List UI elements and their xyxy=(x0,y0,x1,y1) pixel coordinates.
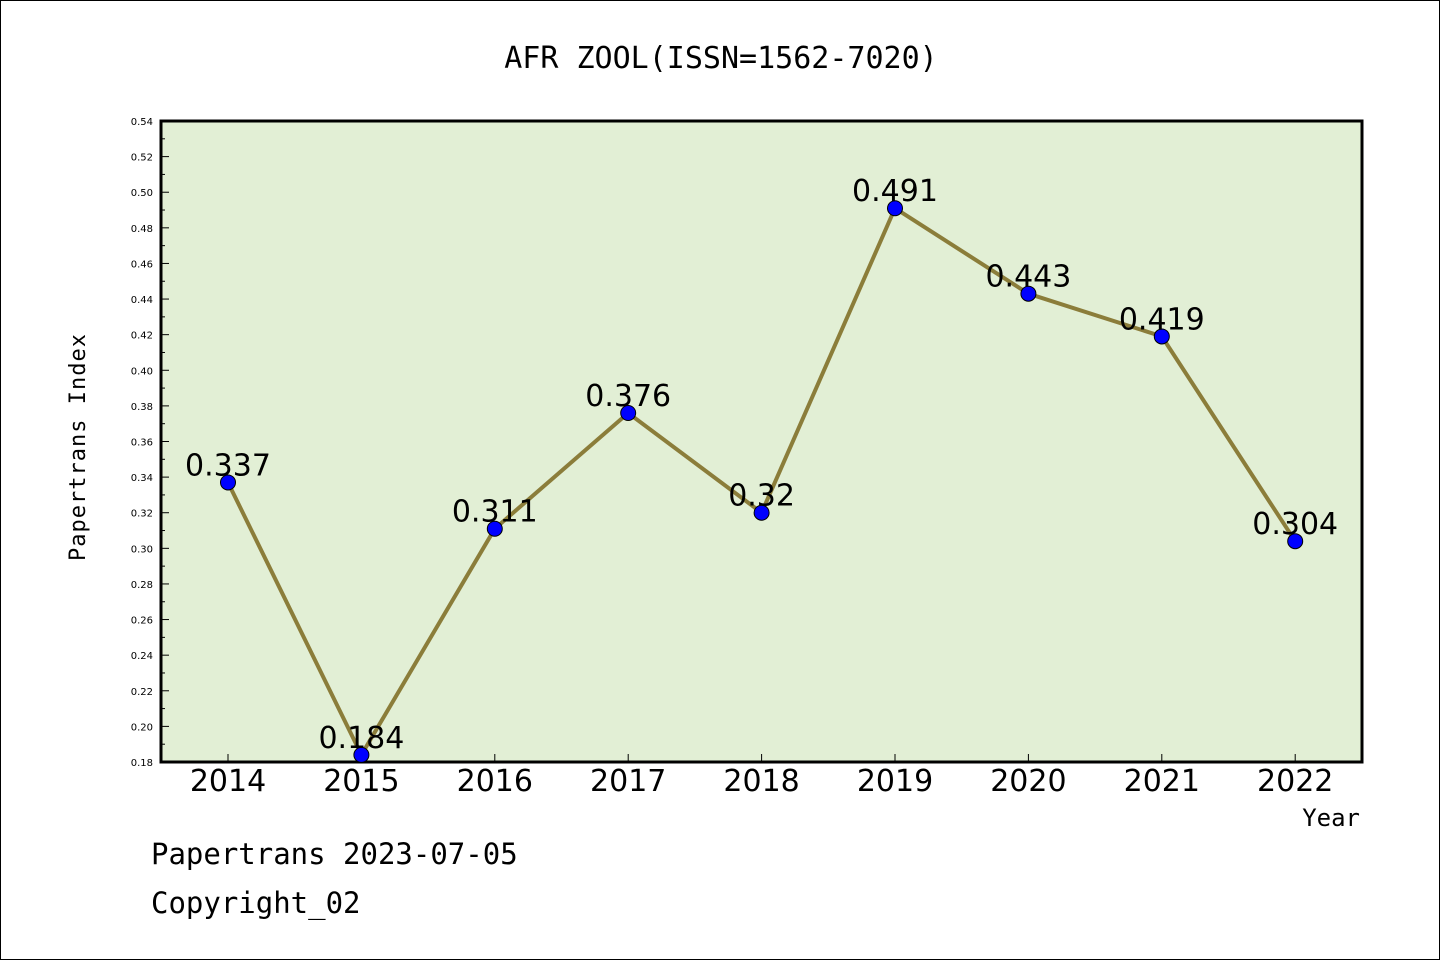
footer-copyright-text: Copyright_02 xyxy=(151,886,361,920)
data-point xyxy=(353,746,370,763)
y-tick-label: 0.40 xyxy=(131,366,153,377)
y-tick-label: 0.42 xyxy=(131,331,153,342)
data-label: 0.311 xyxy=(452,495,538,530)
data-label: 0.419 xyxy=(1119,302,1205,337)
y-tick-label: 0.30 xyxy=(131,544,153,555)
chart-title: AFR ZOOL(ISSN=1562-7020) xyxy=(504,41,937,76)
y-tick-label: 0.32 xyxy=(131,509,153,520)
data-point xyxy=(1020,285,1037,302)
data-label: 0.376 xyxy=(585,379,671,414)
data-point xyxy=(887,200,903,217)
x-tick-label: 2016 xyxy=(457,764,533,799)
data-label: 0.443 xyxy=(985,260,1071,295)
y-tick-label: 0.20 xyxy=(131,722,153,733)
y-tick-label: 0.22 xyxy=(131,687,153,698)
data-point xyxy=(220,474,236,491)
y-tick-label: 0.18 xyxy=(131,758,153,769)
y-axis-label: Papertrans Index xyxy=(66,333,91,561)
data-point xyxy=(486,520,503,537)
y-axis: 0.18 0.20 0.22 0.24 0.26 0.28 0.30 0.32 0.34 0.36… xyxy=(131,117,169,769)
y-tick-label: 0.44 xyxy=(131,295,153,306)
data-point xyxy=(1287,533,1304,550)
y-tick-label: 0.36 xyxy=(131,438,153,449)
x-axis: 2014 2015 2016 2017 2018 2019 2020 2021 2022 xyxy=(190,754,1333,799)
data-point xyxy=(620,405,637,422)
y-tick-label: 0.54 xyxy=(131,117,153,128)
data-point xyxy=(753,504,770,521)
data-point xyxy=(1153,328,1170,345)
y-tick-label: 0.34 xyxy=(131,473,153,484)
data-series xyxy=(220,200,1304,763)
y-tick-label: 0.24 xyxy=(131,651,153,662)
data-label: 0.32 xyxy=(728,479,795,514)
y-tick-label: 0.26 xyxy=(131,616,153,627)
y-tick-label: 0.48 xyxy=(131,224,153,235)
footer-date-text: Papertrans 2023-07-05 xyxy=(151,837,518,871)
data-label: 0.184 xyxy=(318,721,404,756)
data-label: 0.304 xyxy=(1252,507,1338,542)
x-tick-label: 2020 xyxy=(990,764,1066,799)
x-tick-label: 2014 xyxy=(190,764,266,799)
y-tick-label: 0.46 xyxy=(131,259,153,270)
x-tick-label: 2021 xyxy=(1124,764,1200,799)
y-tick-label: 0.28 xyxy=(131,580,153,591)
x-tick-label: 2022 xyxy=(1257,764,1333,799)
x-tick-label: 2019 xyxy=(857,764,933,799)
y-tick-label: 0.50 xyxy=(131,188,153,199)
plot-area xyxy=(159,119,1364,764)
x-tick-label: 2015 xyxy=(323,764,399,799)
data-label: 0.337 xyxy=(185,448,271,483)
x-tick-label: 2017 xyxy=(590,764,666,799)
data-labels: 0.337 0.184 0.311 0.376 0.32 0.491 0.443 0.419 0… xyxy=(185,174,1338,756)
x-axis-label: Year xyxy=(1302,804,1360,832)
y-tick-label: 0.52 xyxy=(131,153,153,164)
x-tick-label: 2018 xyxy=(723,764,799,799)
y-tick-label: 0.38 xyxy=(131,402,153,413)
data-label: 0.491 xyxy=(852,174,938,209)
